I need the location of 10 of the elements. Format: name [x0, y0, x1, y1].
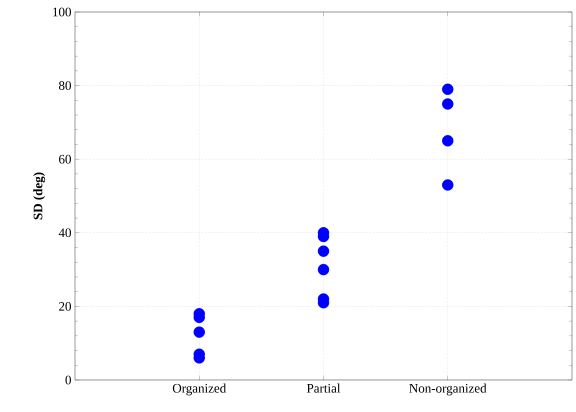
- x-tick-label: Organized: [172, 384, 226, 396]
- y-tick-label: 40: [58, 228, 71, 238]
- y-tick-label: 0: [65, 376, 71, 384]
- y-tick-label: 20: [59, 302, 71, 311]
- y-tick-label: 100: [53, 8, 71, 16]
- y-axis-title: SD (deg): [33, 172, 46, 220]
- y-tick-label: 60: [59, 154, 71, 164]
- x-tick-label: Partial: [306, 384, 340, 393]
- x-tick-label: Non-organized: [409, 384, 486, 396]
- y-tick-label: 80: [58, 81, 71, 90]
